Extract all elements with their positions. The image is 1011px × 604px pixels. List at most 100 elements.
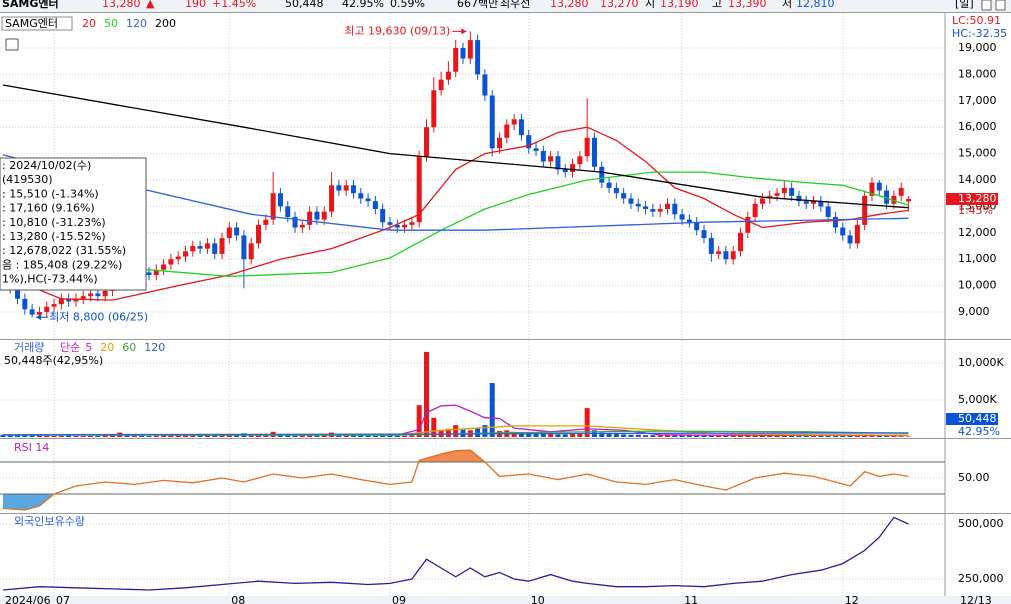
candle-body: [905, 199, 911, 202]
candle-body: [898, 187, 904, 196]
volume-bar: [453, 425, 459, 437]
volume-bar: [876, 435, 882, 437]
candle-body: [29, 309, 35, 315]
last-date: 12/13: [960, 594, 992, 604]
line: [2, 449, 909, 511]
candle-body: [219, 238, 225, 254]
plot: 2024/06 07 08 09 10 11 12 12/13 9,000 10,000 11,00…: [0, 13, 1007, 604]
candle-body: [635, 203, 641, 207]
volume-bar: [36, 435, 42, 437]
volume-bar: [102, 435, 108, 437]
turnover: 0.59%: [390, 0, 425, 10]
candle-body: [256, 224, 262, 244]
candle-body: [146, 272, 152, 276]
window-button[interactable]: [981, 0, 992, 11]
volume-bar: [387, 435, 393, 437]
volume-bar: [212, 435, 218, 437]
volume-bar: [475, 428, 481, 437]
candle-body: [73, 298, 79, 302]
volume-bar: [518, 432, 524, 437]
volume-bar: [394, 435, 400, 437]
volume-bar: [15, 434, 21, 437]
volume-bar: [372, 435, 378, 437]
line: [2, 154, 909, 231]
candle-body: [650, 209, 656, 212]
candle-body: [759, 198, 765, 204]
candle-body: [621, 193, 627, 199]
candle-body: [307, 211, 313, 225]
candle-body: [686, 219, 692, 223]
candle-body: [504, 124, 510, 138]
low-label: 저: [782, 0, 792, 10]
volume-bar: [124, 435, 130, 437]
candle-body: [299, 224, 305, 228]
candle-body: [182, 251, 188, 257]
candle-body: [723, 251, 729, 260]
candle-body: [409, 222, 415, 225]
legend-entry: 50: [104, 17, 118, 30]
change: 190: [185, 0, 206, 10]
candle-body: [774, 193, 780, 196]
info-box: : 2024/10/02(수)(419530): 15,510 (-1.34%)…: [0, 157, 147, 291]
candle-body: [102, 290, 108, 297]
volume-bar: [905, 436, 911, 438]
candle-body: [555, 156, 561, 170]
candle-body: [745, 216, 751, 233]
panel-title: 거래량: [14, 341, 44, 354]
candle-body: [168, 259, 174, 265]
volume-bar: [526, 433, 532, 437]
info-line: (419530): [2, 173, 53, 186]
candle-body: [277, 193, 283, 207]
candle-body: [204, 243, 210, 249]
legend-entry: 200: [155, 17, 176, 30]
x-tick-label: 10: [531, 594, 545, 604]
candle-body: [58, 298, 64, 305]
candle-body: [285, 206, 291, 217]
candle-body: [416, 156, 422, 223]
ask: 13,280: [550, 0, 589, 10]
candle-body: [95, 293, 101, 297]
best-label: 최우선: [500, 0, 530, 10]
candle-body: [811, 201, 817, 204]
volume-bar: [73, 435, 79, 437]
volume-bar: [0, 434, 6, 437]
period[interactable]: [일]: [955, 0, 974, 10]
volume-bar: [80, 435, 86, 437]
legend-entry: 60: [122, 341, 136, 354]
window-button[interactable]: [995, 0, 1006, 11]
volume-bar: [555, 434, 561, 437]
volume-bar: [847, 435, 853, 437]
volume-bar: [365, 435, 371, 437]
candle-body: [752, 203, 758, 217]
high: 13,390: [728, 0, 767, 10]
volume-bar: [716, 435, 722, 437]
candle-body: [818, 201, 824, 207]
candle-body: [854, 224, 860, 244]
candle-body: [679, 214, 685, 220]
price: 13,280: [102, 0, 141, 10]
y-tick-label: 250,000: [958, 572, 1004, 585]
y-tick-label: 10,000K: [958, 356, 1004, 369]
settings-icon[interactable]: [5, 38, 19, 51]
candle-body: [460, 48, 466, 59]
line: [2, 430, 909, 436]
line: [2, 171, 909, 278]
high-label: 고: [712, 0, 722, 10]
info-line: : 15,510 (-1.34%): [2, 187, 99, 200]
volume-bar: [182, 435, 188, 437]
y-tick-label: 9,000: [958, 305, 990, 318]
legend-entry: 20: [82, 17, 96, 30]
line: [2, 516, 909, 591]
volume-bar: [767, 435, 773, 437]
info-line: 1%),HC(-73.44%): [2, 273, 98, 286]
y-tick-label: 18,000: [958, 67, 997, 80]
volume-bar: [190, 434, 196, 437]
candle-body: [467, 40, 473, 59]
volume-ratio: 42.95%: [342, 0, 384, 10]
x-tick-label: 12: [845, 594, 859, 604]
volume-bar: [153, 435, 159, 437]
candle-body: [365, 198, 371, 202]
volume-bar: [548, 434, 554, 437]
volume-bar: [109, 434, 115, 437]
